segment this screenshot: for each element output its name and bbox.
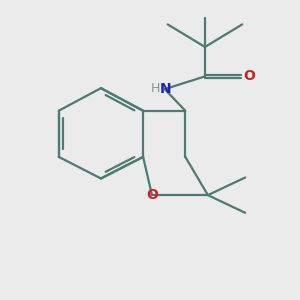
Text: H: H xyxy=(151,82,160,95)
Text: N: N xyxy=(160,82,171,96)
Text: O: O xyxy=(146,188,158,202)
Text: O: O xyxy=(243,69,255,83)
